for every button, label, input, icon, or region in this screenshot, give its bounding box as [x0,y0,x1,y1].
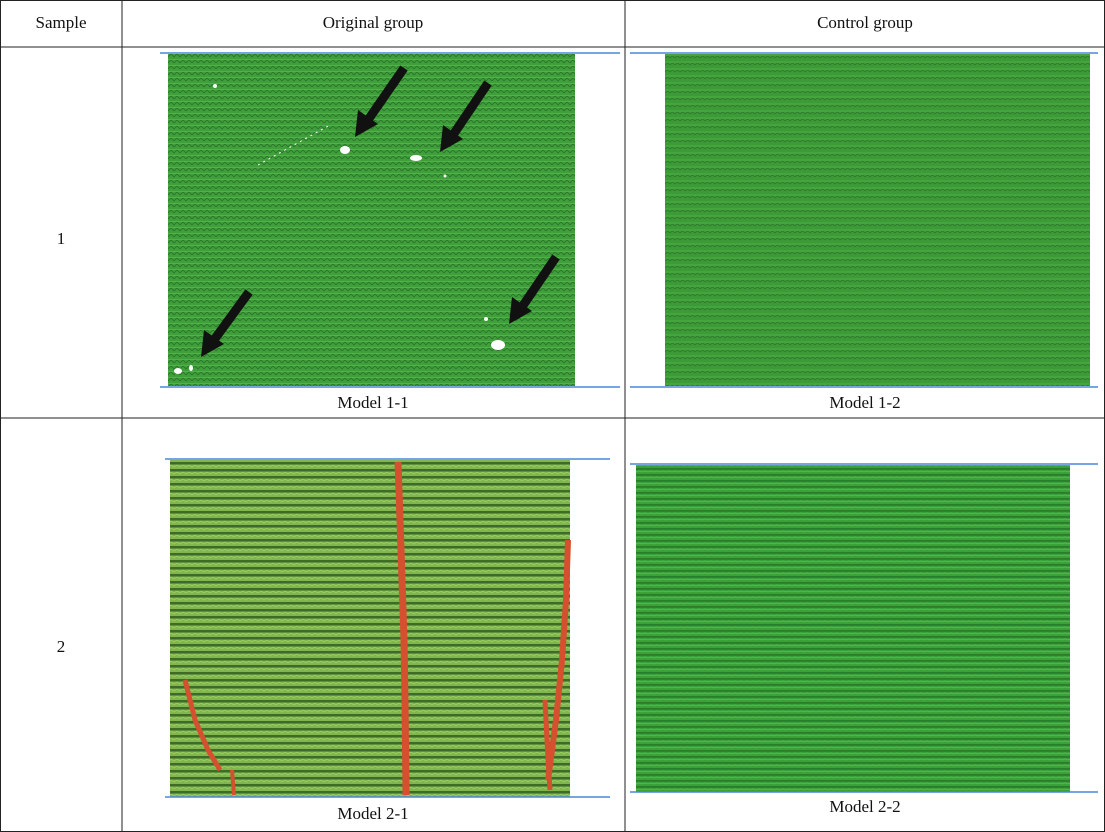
caption: Model 1-1 [337,393,408,412]
caption: Model 2-2 [829,797,900,816]
model-image [170,460,570,797]
sample-cell: 2 [57,637,66,656]
header-cell: Control group [817,13,913,32]
model-image [168,54,575,386]
header-cell: Original group [323,13,424,32]
sample-cell: 1 [57,229,66,248]
caption: Model 2-1 [337,804,408,823]
arrows [201,65,560,357]
model-image [665,54,1090,386]
caption: Model 1-2 [829,393,900,412]
header-cell: Sample [36,13,87,32]
defect-streaks [182,461,571,796]
defect-spots [174,84,505,374]
model-image [636,465,1070,792]
